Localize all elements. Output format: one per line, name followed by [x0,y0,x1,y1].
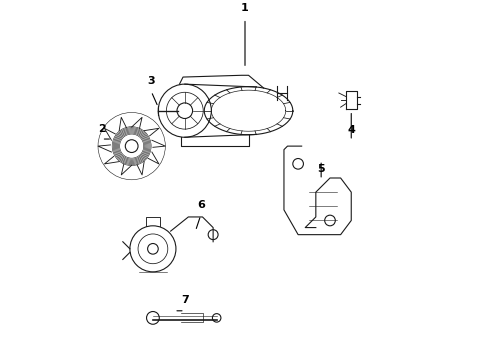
Text: 4: 4 [347,126,355,135]
Text: 5: 5 [318,165,325,175]
Text: 7: 7 [181,296,189,306]
Text: 6: 6 [197,200,205,210]
Text: 1: 1 [241,3,249,13]
Text: 3: 3 [147,76,155,86]
Text: 2: 2 [98,124,105,134]
